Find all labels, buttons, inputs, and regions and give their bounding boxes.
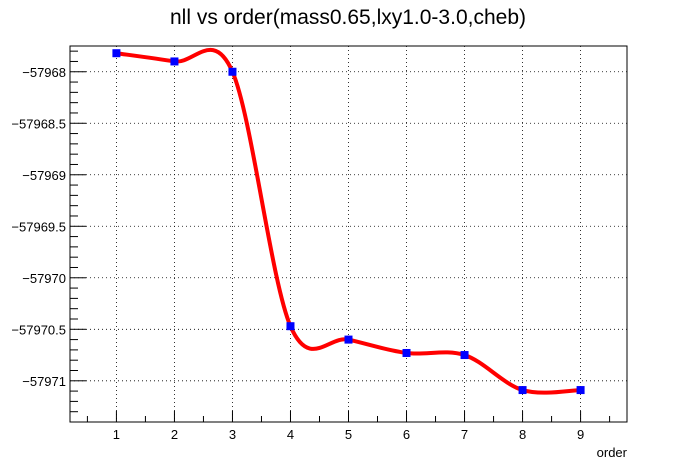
- y-tick-label: −57970: [22, 271, 66, 286]
- data-point-marker: [460, 351, 469, 360]
- data-point-marker: [112, 49, 121, 58]
- y-tick-label: −57971: [22, 374, 66, 389]
- x-tick-label: 3: [229, 427, 236, 442]
- chart-title: nll vs order(mass0.65,lxy1.0-3.0,cheb): [170, 6, 526, 29]
- y-tick-label: −57969: [22, 168, 66, 183]
- grid: [70, 46, 627, 422]
- x-tick-label: 1: [113, 427, 120, 442]
- x-tick-label: 5: [345, 427, 352, 442]
- data-point-marker: [576, 386, 585, 395]
- y-tick-label: −57968: [22, 65, 66, 80]
- x-tick-label: 2: [171, 427, 178, 442]
- x-tick-label: 6: [403, 427, 410, 442]
- y-tick-label: −57970.5: [11, 322, 66, 337]
- x-axis: 1 2 3 4 5 6 7 8 9: [86, 411, 611, 442]
- series-line: [114, 47, 583, 395]
- data-point-marker: [286, 322, 295, 331]
- x-tick-label: 9: [577, 427, 584, 442]
- data-point-marker: [170, 57, 179, 66]
- y-tick-label: −57969.5: [11, 219, 66, 234]
- data-point-marker: [402, 348, 411, 357]
- data-point-marker: [344, 335, 353, 344]
- x-axis-title: order: [597, 445, 628, 460]
- x-tick-label: 4: [287, 427, 294, 442]
- data-point-marker: [518, 386, 527, 395]
- y-tick-label: −57968.5: [11, 116, 66, 131]
- data-point-marker: [228, 67, 237, 76]
- x-tick-label: 7: [461, 427, 468, 442]
- x-tick-label: 8: [519, 427, 526, 442]
- series-markers: [112, 49, 585, 395]
- y-axis: −57968 −57968.5 −57969 −57969.5 −57970 −57970…: [11, 50, 86, 423]
